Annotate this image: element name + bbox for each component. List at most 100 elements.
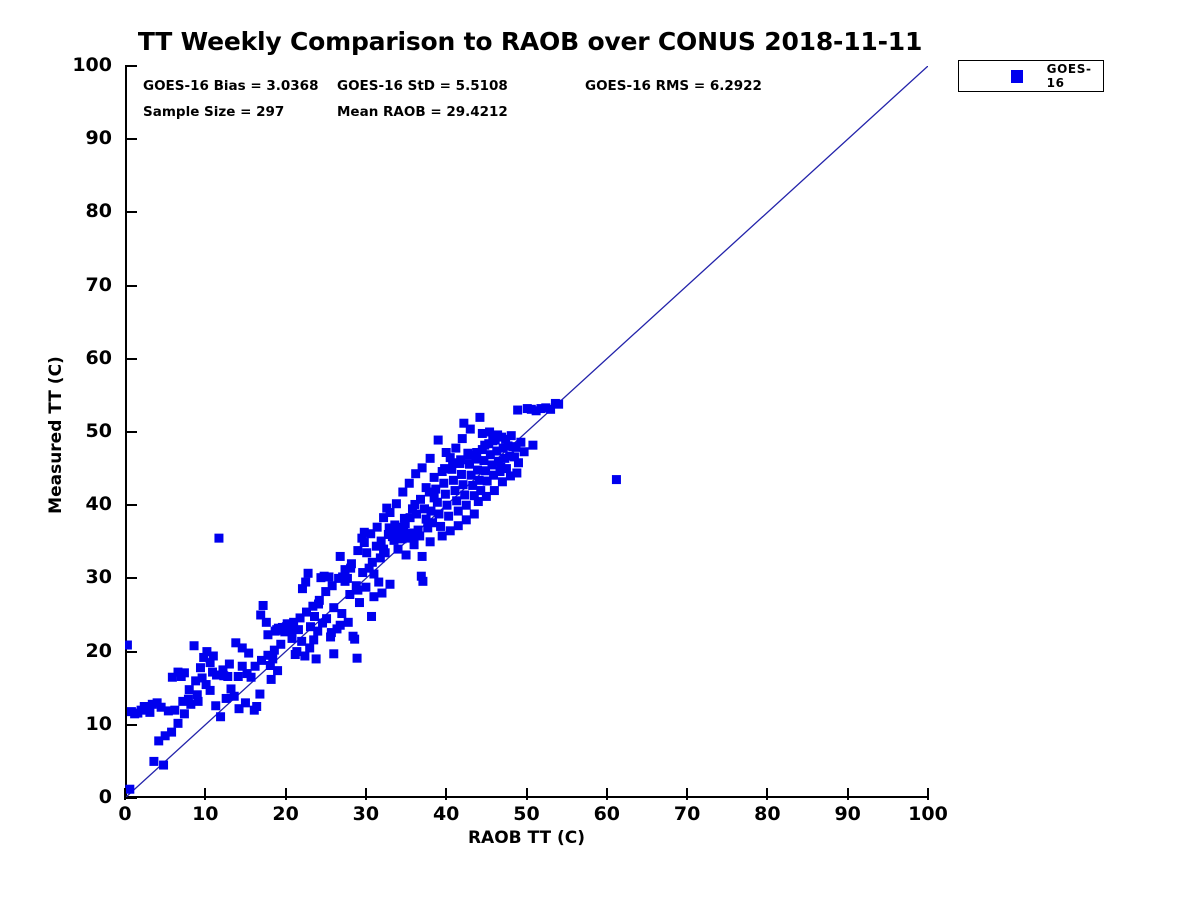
- data-point: [457, 434, 467, 444]
- data-point: [398, 487, 408, 497]
- data-point: [511, 442, 521, 452]
- data-point: [352, 653, 362, 663]
- data-point: [261, 617, 271, 627]
- data-point: [409, 540, 419, 550]
- data-point: [461, 500, 471, 510]
- annotation-mean-raob: Mean RAOB = 29.4212: [337, 104, 508, 120]
- y-tick-label: 60: [85, 346, 112, 369]
- data-point: [233, 671, 243, 681]
- data-point: [211, 701, 221, 711]
- data-point: [403, 533, 413, 543]
- data-point: [488, 436, 498, 446]
- y-tick: [125, 577, 137, 580]
- data-point: [448, 458, 458, 468]
- data-point: [496, 462, 506, 472]
- data-point: [471, 454, 481, 464]
- legend[interactable]: GOES-16: [958, 60, 1104, 92]
- data-point: [429, 472, 439, 482]
- data-point: [337, 609, 347, 619]
- data-point: [531, 406, 541, 416]
- data-point: [439, 478, 449, 488]
- data-point: [221, 693, 231, 703]
- data-point: [199, 652, 209, 662]
- data-point: [399, 524, 409, 534]
- data-point: [440, 489, 450, 499]
- data-point: [345, 590, 355, 600]
- data-point: [425, 537, 435, 547]
- data-point: [310, 611, 320, 621]
- data-point: [407, 504, 417, 514]
- x-tick-label: 40: [432, 803, 460, 825]
- data-point: [458, 480, 468, 490]
- data-point: [268, 654, 278, 664]
- data-point: [224, 659, 234, 669]
- data-point: [234, 704, 244, 714]
- data-point: [353, 546, 363, 556]
- data-point: [130, 709, 140, 719]
- data-point: [526, 404, 536, 414]
- data-point: [205, 658, 215, 668]
- data-point: [428, 518, 438, 528]
- data-point: [509, 452, 519, 462]
- x-tick: [686, 788, 689, 800]
- data-point: [258, 600, 268, 610]
- x-tick-label: 70: [673, 803, 701, 825]
- data-point: [400, 519, 410, 528]
- data-point: [505, 471, 515, 481]
- y-tick-label: 70: [85, 273, 112, 296]
- data-point: [492, 446, 502, 456]
- data-point: [397, 534, 407, 544]
- data-point: [367, 611, 377, 621]
- data-point: [192, 690, 202, 700]
- data-point: [393, 544, 403, 554]
- data-point: [554, 399, 564, 409]
- data-point: [469, 491, 479, 501]
- data-point: [431, 484, 441, 494]
- data-point: [487, 460, 497, 470]
- data-point: [460, 490, 470, 500]
- data-point: [318, 618, 328, 628]
- data-point: [376, 536, 386, 546]
- data-point: [152, 698, 162, 708]
- data-point: [374, 577, 384, 587]
- data-point: [167, 727, 177, 737]
- data-point: [448, 475, 458, 485]
- data-point: [501, 464, 511, 474]
- data-point: [480, 440, 490, 450]
- y-tick: [125, 284, 137, 287]
- data-point: [335, 551, 345, 561]
- data-point: [501, 434, 511, 444]
- data-point: [416, 571, 426, 581]
- data-point: [273, 666, 283, 676]
- data-point: [366, 529, 376, 539]
- series-goes-16: [125, 398, 621, 794]
- data-point: [465, 424, 475, 434]
- y-tick: [125, 431, 137, 433]
- data-point: [309, 635, 319, 645]
- data-point: [362, 548, 372, 558]
- data-point: [218, 665, 228, 675]
- data-point: [125, 640, 132, 650]
- x-axis-title: RAOB TT (C): [467, 828, 586, 848]
- y-tick-label: 100: [72, 54, 112, 76]
- data-point: [464, 450, 474, 460]
- x-tick-label: 30: [352, 803, 380, 825]
- data-point: [505, 451, 515, 461]
- data-point: [468, 480, 478, 490]
- data-point: [257, 655, 267, 665]
- x-tick: [927, 788, 929, 800]
- data-point: [417, 463, 427, 473]
- data-point: [179, 709, 189, 719]
- data-point: [244, 648, 254, 658]
- data-point: [369, 592, 379, 602]
- data-point: [417, 551, 427, 561]
- plot-area[interactable]: [125, 66, 928, 798]
- data-point: [265, 661, 275, 671]
- data-point: [359, 527, 369, 537]
- data-point: [421, 514, 431, 524]
- y-tick-label: 40: [85, 493, 112, 516]
- data-point: [154, 736, 164, 746]
- data-point: [493, 456, 503, 466]
- data-point: [364, 563, 374, 573]
